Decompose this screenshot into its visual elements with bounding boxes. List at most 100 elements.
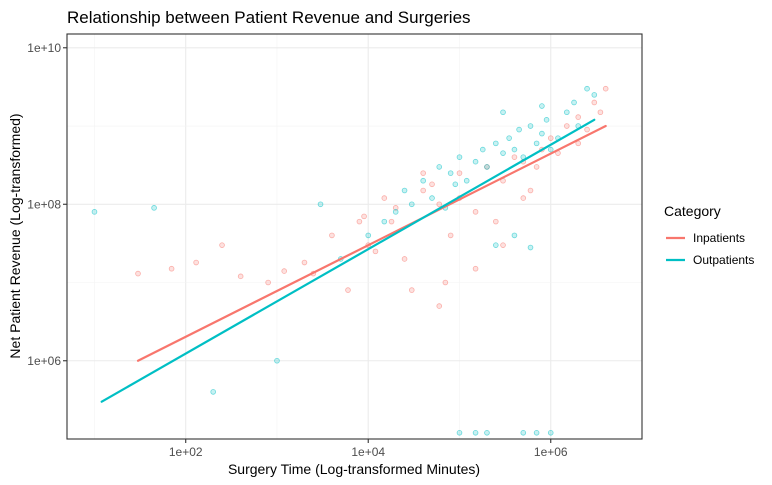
scatter-point-inpatients (584, 126, 590, 133)
scatter-point-outpatients (151, 205, 157, 211)
scatter-point-outpatients (584, 85, 590, 92)
scatter-point-inpatients (602, 85, 609, 92)
scatter-point-inpatients (420, 170, 426, 176)
scatter-point-inpatients (301, 259, 308, 266)
scatter-point-outpatients (547, 430, 554, 436)
scatter-point-outpatients (452, 181, 459, 188)
x-axis: 1e+02 1e+04 1e+06 (169, 439, 568, 459)
scatter-point-inpatients (500, 242, 506, 248)
scatter-point-inpatients (472, 265, 479, 272)
scatter-point-outpatients (533, 140, 540, 147)
scatter-point-inpatients (265, 279, 271, 286)
scatter-point-outpatients (392, 209, 399, 215)
scatter-point-outpatients (463, 177, 470, 184)
x-axis-title: Surgery Time (Log-transformed Minutes) (228, 461, 480, 477)
scatter-point-outpatients (516, 126, 522, 133)
scatter-point-inpatients (442, 279, 449, 286)
scatter-point-outpatients (500, 109, 506, 116)
scatter-point-outpatients (456, 154, 463, 160)
chart-title: Relationship between Patient Revenue and… (67, 8, 471, 27)
scatter-point-inpatients (356, 218, 363, 225)
scatter-point-outpatients (274, 357, 280, 364)
trend-lines (100, 118, 607, 403)
scatter-point-inpatients (429, 181, 435, 188)
scatter-point-inpatients (420, 187, 426, 194)
scatter-points (91, 85, 609, 436)
scatter-point-outpatients (381, 218, 388, 225)
scatter-point-outpatients (210, 389, 216, 395)
scatter-point-outpatients (564, 109, 570, 116)
legend-label-inpatients: Inpatients (693, 231, 745, 245)
scatter-point-outpatients (484, 430, 490, 436)
scatter-point-outpatients (500, 150, 506, 156)
scatter-point-outpatients (408, 201, 415, 208)
plot-panel-border (66, 33, 643, 440)
scatter-point-inpatients (345, 287, 351, 293)
scatter-point-outpatients (506, 135, 512, 141)
scatter-point-outpatients (493, 242, 499, 248)
y-tick-label: 1e+08 (27, 197, 61, 211)
scatter-point-outpatients (539, 130, 545, 137)
scatter-point-inpatients (591, 99, 598, 106)
scatter-point-outpatients (511, 232, 518, 239)
scatter-point-outpatients (511, 146, 518, 153)
scatter-point-outpatients (436, 164, 443, 170)
scatter-point-outpatients (472, 430, 479, 436)
scatter-point-inpatients (520, 195, 527, 201)
x-tick-label: 1e+06 (534, 445, 568, 459)
legend-title: Category (664, 203, 721, 219)
scatter-point-inpatients (533, 164, 540, 170)
scatter-point-outpatients (484, 164, 490, 170)
scatter-point-outpatients (479, 146, 486, 153)
scatter-point-inpatients (392, 205, 399, 211)
scatter-point-inpatients (447, 232, 454, 239)
scatter-point-outpatients (429, 195, 435, 201)
scatter-point-outpatients (539, 103, 545, 109)
scatter-point-inpatients (381, 195, 388, 201)
scatter-point-inpatients (436, 201, 443, 208)
scatter-point-inpatients (547, 135, 554, 141)
scatter-point-inpatients (372, 248, 379, 255)
scatter-point-inpatients (472, 209, 479, 215)
y-axis: 1e+06 1e+08 1e+10 (27, 41, 67, 368)
scatter-point-outpatients (533, 430, 540, 436)
trend-line-inpatients (136, 124, 607, 362)
scatter-point-inpatients (237, 273, 244, 280)
x-tick-label: 1e+04 (351, 445, 385, 459)
scatter-point-inpatients (168, 265, 175, 272)
legend-label-outpatients: Outpatients (693, 253, 754, 267)
scatter-point-outpatients (547, 146, 554, 153)
scatter-point-inpatients (329, 232, 335, 239)
scatter-point-outpatients (401, 187, 408, 194)
scatter-point-outpatients (472, 158, 479, 165)
scatter-point-inpatients (527, 187, 534, 194)
scatter-point-inpatients (493, 218, 499, 225)
scatter-point-inpatients (361, 213, 367, 220)
scatter-point-inpatients (575, 114, 582, 120)
scatter-point-inpatients (401, 256, 408, 262)
scatter-point-outpatients (520, 430, 527, 436)
y-tick-label: 1e+10 (27, 41, 61, 55)
scatter-point-inpatients (281, 268, 288, 274)
scatter-point-inpatients (564, 123, 570, 129)
scatter-point-outpatients (571, 99, 577, 106)
scatter-point-outpatients (456, 430, 463, 436)
scatter-point-inpatients (597, 109, 604, 116)
trend-line-outpatients (100, 118, 596, 403)
scatter-point-inpatients (511, 154, 518, 160)
scatter-point-inpatients (219, 242, 225, 248)
grid (67, 34, 642, 439)
scatter-point-inpatients (408, 287, 415, 293)
y-tick-label: 1e+06 (27, 354, 61, 368)
scatter-point-outpatients (91, 209, 98, 215)
scatter-point-outpatients (527, 244, 534, 251)
scatter-point-outpatients (365, 232, 372, 239)
scatter-point-outpatients (493, 140, 499, 147)
scatter-point-outpatients (527, 123, 534, 129)
legend: Category Inpatients Outpatients (664, 203, 754, 267)
scatter-point-inpatients (456, 170, 463, 176)
scatter-point-inpatients (436, 303, 443, 309)
scatter-point-outpatients (591, 92, 598, 98)
x-tick-label: 1e+02 (169, 445, 203, 459)
